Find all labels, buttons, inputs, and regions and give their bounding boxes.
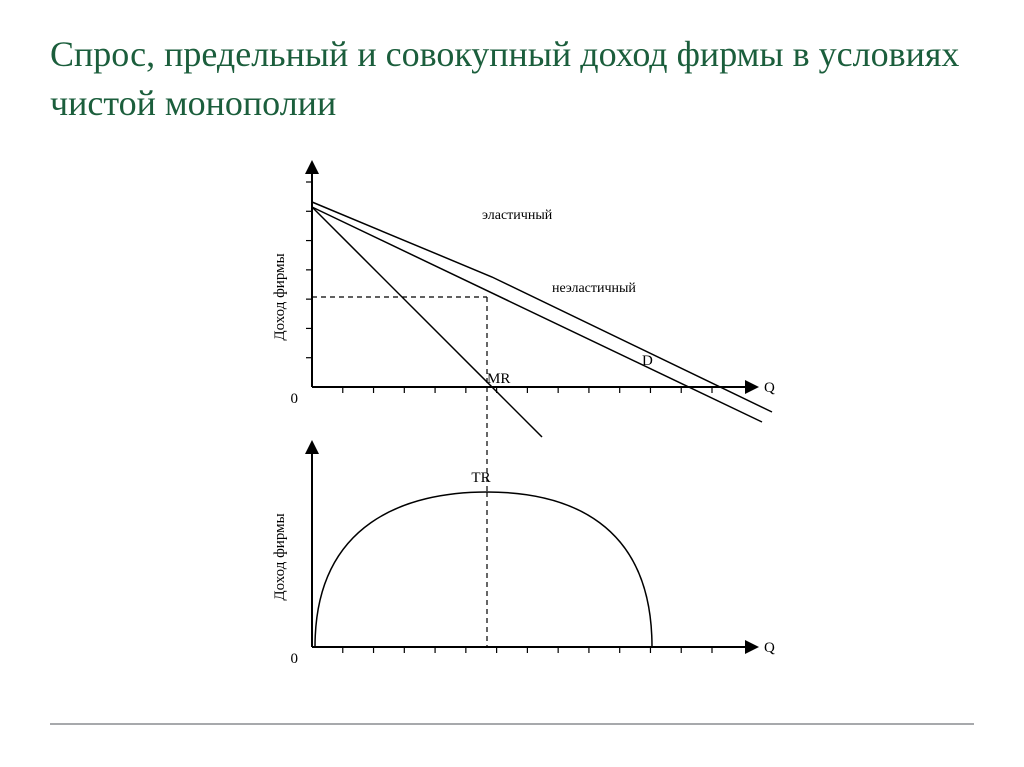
svg-text:D: D	[642, 353, 653, 369]
svg-text:TR: TR	[471, 470, 490, 486]
figure-container: 0 Q Доход фирмы эластичный неэластичный D MR 0…	[50, 147, 974, 667]
svg-text:0: 0	[291, 651, 299, 667]
svg-text:Q: Q	[764, 640, 775, 656]
svg-text:Доход фирмы: Доход фирмы	[272, 514, 288, 601]
slide-title: Спрос, предельный и совокупный доход фир…	[50, 30, 974, 127]
svg-text:неэластичный: неэластичный	[552, 281, 636, 296]
svg-text:MR: MR	[487, 371, 510, 387]
economics-diagram: 0 Q Доход фирмы эластичный неэластичный D MR 0…	[232, 147, 792, 667]
svg-text:Q: Q	[764, 380, 775, 396]
svg-text:эластичный: эластичный	[482, 208, 553, 223]
footer-divider	[50, 723, 974, 725]
slide: Спрос, предельный и совокупный доход фир…	[0, 0, 1024, 767]
top-panel: 0 Q Доход фирмы эластичный неэластичный D MR	[272, 167, 775, 437]
svg-text:Доход фирмы: Доход фирмы	[272, 254, 288, 341]
bottom-panel: 0 Q Доход фирмы TR	[272, 387, 775, 667]
svg-text:0: 0	[291, 391, 299, 407]
